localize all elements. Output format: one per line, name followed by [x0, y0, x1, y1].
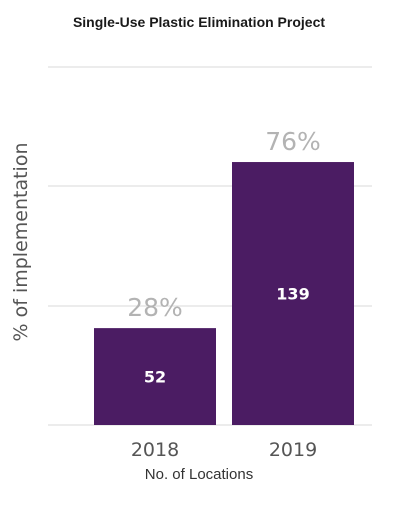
location-count-2019: 139 [276, 285, 309, 304]
bar-2019 [232, 162, 354, 426]
x-tick-2019: 2019 [269, 439, 317, 461]
percent-label-2018: 28% [127, 293, 183, 322]
y-axis-label: % of implementation [10, 143, 32, 342]
chart-title: Single-Use Plastic Elimination Project [72, 14, 326, 30]
location-count-2018: 52 [144, 368, 166, 387]
bar-2018 [94, 328, 216, 425]
bars [94, 162, 354, 426]
x-axis-caption: No. of Locations [144, 466, 254, 483]
x-tick-2018: 2018 [131, 439, 179, 461]
bar-labels: 28% 52 76% 139 [127, 127, 321, 387]
x-ticks: 2018 2019 [131, 439, 317, 461]
percent-label-2019: 76% [265, 127, 321, 156]
